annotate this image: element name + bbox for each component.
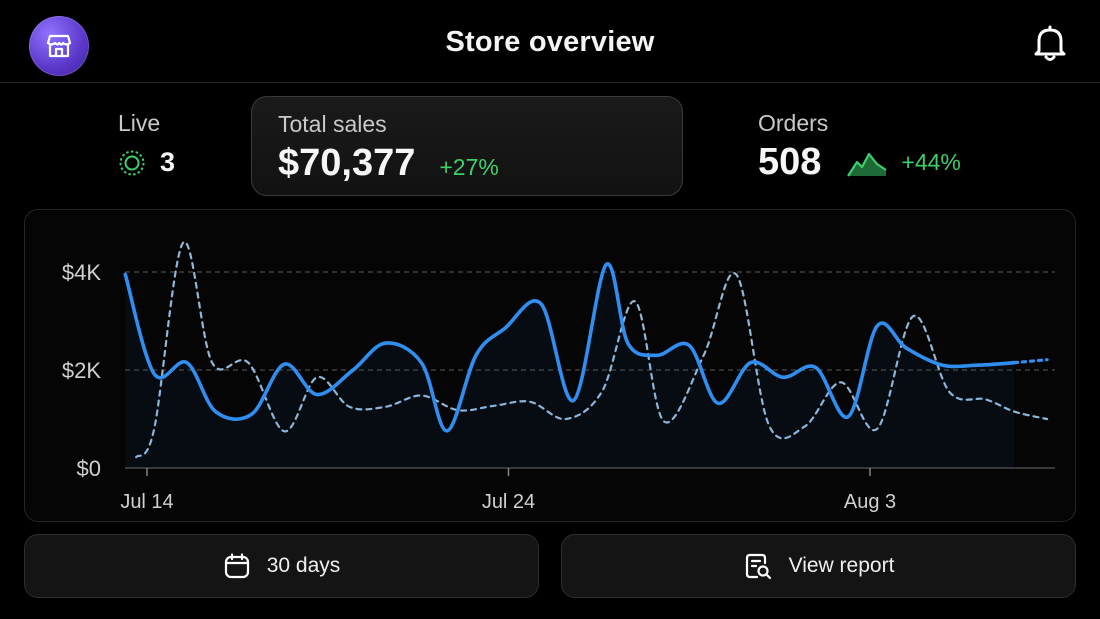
live-value: 3	[160, 147, 176, 177]
sales-chart: $0 $2K $4K Jul 14 Jul 24 Aug 3	[24, 209, 1076, 522]
orders-value: 508	[758, 141, 822, 183]
app-header: Store overview	[0, 0, 1100, 83]
mountain-trend-icon	[847, 148, 888, 178]
live-pulse-icon	[118, 149, 146, 177]
orders-label: Orders	[758, 110, 829, 136]
projected-series-line	[1013, 358, 1049, 365]
view-report-button[interactable]: View report	[561, 534, 1076, 598]
total-sales-value: $70,377	[278, 142, 416, 184]
orders-delta: +44%	[901, 149, 961, 175]
bell-icon	[1031, 23, 1069, 63]
report-search-icon	[743, 551, 773, 581]
store-button[interactable]	[29, 16, 89, 76]
date-range-button[interactable]: 30 days	[24, 534, 539, 598]
total-sales-label: Total sales	[278, 111, 387, 137]
date-range-label: 30 days	[266, 554, 341, 577]
y-tick-label: $0	[77, 456, 101, 481]
live-visitors-stat: Live 3	[118, 110, 175, 178]
live-label: Live	[118, 110, 161, 136]
notifications-button[interactable]	[1027, 20, 1073, 66]
total-sales-delta: +27%	[439, 154, 499, 180]
comparison-series-line	[135, 241, 1049, 459]
total-sales-card[interactable]: Total sales $70,377 +27%	[251, 96, 683, 196]
calendar-icon	[223, 552, 251, 580]
y-tick-label: $4K	[62, 260, 101, 285]
orders-stat: Orders 508 +44%	[758, 110, 961, 184]
current-series-line	[123, 262, 1017, 433]
page-title: Store overview	[445, 26, 655, 58]
view-report-label: View report	[788, 554, 895, 577]
sales-chart-canvas: $0 $2K $4K Jul 14 Jul 24 Aug 3	[62, 241, 1055, 513]
current-series-area	[125, 263, 1015, 468]
x-tick-label: Aug 3	[844, 491, 896, 513]
x-tick-label: Jul 14	[120, 491, 173, 513]
y-tick-label: $2K	[62, 358, 101, 383]
store-icon	[44, 31, 74, 61]
x-tick-label: Jul 24	[482, 491, 535, 513]
